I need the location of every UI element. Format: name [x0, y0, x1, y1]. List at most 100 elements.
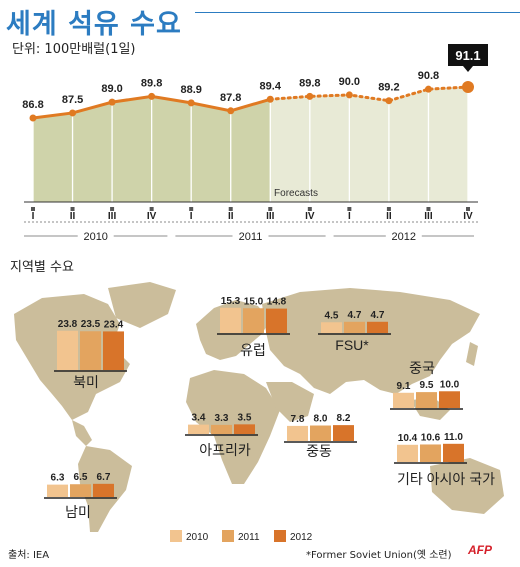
data-label: 87.5 — [62, 94, 83, 106]
region-bar — [439, 391, 460, 408]
x-tick-label: I — [190, 211, 193, 222]
x-tick-label: III — [266, 211, 275, 222]
data-point — [385, 97, 393, 105]
x-tick-mark — [307, 207, 312, 211]
central-america-shape — [72, 420, 92, 446]
x-tick-mark — [31, 207, 35, 211]
line-chart-series-group — [29, 81, 474, 122]
region-name-label: 아프리카 — [199, 442, 251, 458]
data-label: 89.4 — [260, 80, 282, 92]
region-chart: 6.3 6.5 6.7 남미 — [44, 472, 117, 520]
region-bar — [416, 392, 437, 408]
region-bar — [420, 444, 441, 462]
region-bar — [243, 308, 264, 333]
data-point — [69, 109, 77, 117]
legend-label: 2010 — [186, 532, 209, 543]
legend-swatch — [274, 530, 286, 542]
region-bar — [93, 483, 114, 497]
data-point — [462, 81, 474, 93]
region-bar — [310, 425, 331, 441]
region-value-label: 9.1 — [397, 381, 411, 392]
region-bar — [443, 443, 464, 462]
region-value-label: 7.8 — [291, 414, 305, 425]
data-point — [345, 91, 353, 99]
region-value-label: 3.3 — [215, 413, 229, 424]
region-value-label: 23.4 — [104, 319, 124, 330]
region-chart: 15.3 15.0 14.8 유럽 — [217, 296, 290, 358]
region-chart: 23.8 23.5 23.4 북미 — [54, 319, 127, 390]
region-name-label: 중국 — [409, 360, 435, 376]
region-value-label: 9.5 — [420, 380, 434, 391]
region-value-label: 4.7 — [371, 310, 385, 321]
data-label: 89.2 — [378, 82, 399, 94]
region-value-label: 15.3 — [221, 296, 241, 307]
region-value-label: 23.8 — [58, 319, 78, 330]
region-name-label: 기타 아시아 국가 — [397, 471, 495, 487]
region-bar — [57, 330, 78, 370]
x-tick-label: II — [70, 211, 76, 222]
legend-label: 2011 — [238, 532, 260, 543]
data-label: 89.0 — [101, 83, 122, 95]
region-name-label: 북미 — [73, 374, 99, 390]
region-value-label: 8.0 — [314, 414, 328, 425]
regional-title: 지역별 수요 — [10, 260, 74, 275]
x-tick-mark — [70, 207, 75, 211]
data-point — [148, 92, 156, 100]
asia-shape — [262, 288, 480, 394]
region-bar — [393, 392, 414, 408]
data-label: 87.8 — [220, 92, 241, 104]
region-bar — [80, 331, 101, 370]
region-value-label: 6.5 — [74, 472, 88, 483]
africa-shape — [186, 370, 280, 484]
year-label: 2011 — [239, 231, 263, 243]
region-value-label: 4.7 — [348, 310, 362, 321]
data-label: 91.1 — [455, 48, 480, 63]
series-line-forecast — [268, 85, 470, 103]
region-bar — [234, 424, 255, 434]
greenland-shape — [108, 282, 176, 328]
x-tick-mark — [149, 207, 154, 211]
data-point — [266, 95, 274, 103]
x-tick-mark — [466, 207, 470, 211]
data-point — [227, 107, 235, 115]
region-bar — [220, 307, 241, 333]
region-name-label: 중동 — [306, 443, 332, 459]
x-tick-label: IV — [147, 211, 157, 222]
region-bar — [333, 425, 354, 441]
line-chart-label-group: Forecasts 86.8 87.5 89.0 89.8 88.9 87.8 89.4 89.… — [22, 44, 488, 199]
region-name-label: 남미 — [65, 504, 91, 520]
data-point — [29, 114, 37, 122]
region-bar — [266, 308, 287, 333]
afp-logo: AFP — [468, 543, 492, 557]
region-bar — [211, 424, 232, 434]
x-tick-mark — [110, 207, 115, 211]
legend-label: 2012 — [290, 532, 313, 543]
australia-shape — [430, 458, 504, 514]
region-value-label: 6.3 — [51, 473, 65, 484]
x-tick-mark — [268, 207, 273, 211]
x-tick-label: II — [228, 211, 234, 222]
x-tick-label: II — [386, 211, 392, 222]
legend-swatch — [170, 530, 182, 542]
region-bar — [188, 424, 209, 434]
region-chart: 4.5 4.7 4.7 FSU* — [318, 310, 391, 353]
data-point — [306, 92, 314, 100]
region-bar — [321, 322, 342, 333]
region-chart: 3.4 3.3 3.5 아프리카 — [185, 412, 258, 458]
region-value-label: 10.6 — [421, 432, 441, 443]
highlight-label-pointer — [463, 66, 473, 72]
line-chart-area-group — [32, 87, 469, 202]
data-label: 89.8 — [141, 77, 162, 89]
region-bar — [344, 321, 365, 333]
title-rule — [195, 12, 520, 13]
x-tick-label: I — [32, 211, 35, 222]
data-label: 90.8 — [418, 70, 439, 82]
x-tick-label: I — [348, 211, 351, 222]
data-label: 90.0 — [339, 76, 360, 88]
year-label: 2012 — [392, 231, 416, 243]
region-value-label: 3.4 — [192, 413, 206, 424]
chart-title: 세계 석유 수요 — [6, 9, 182, 40]
